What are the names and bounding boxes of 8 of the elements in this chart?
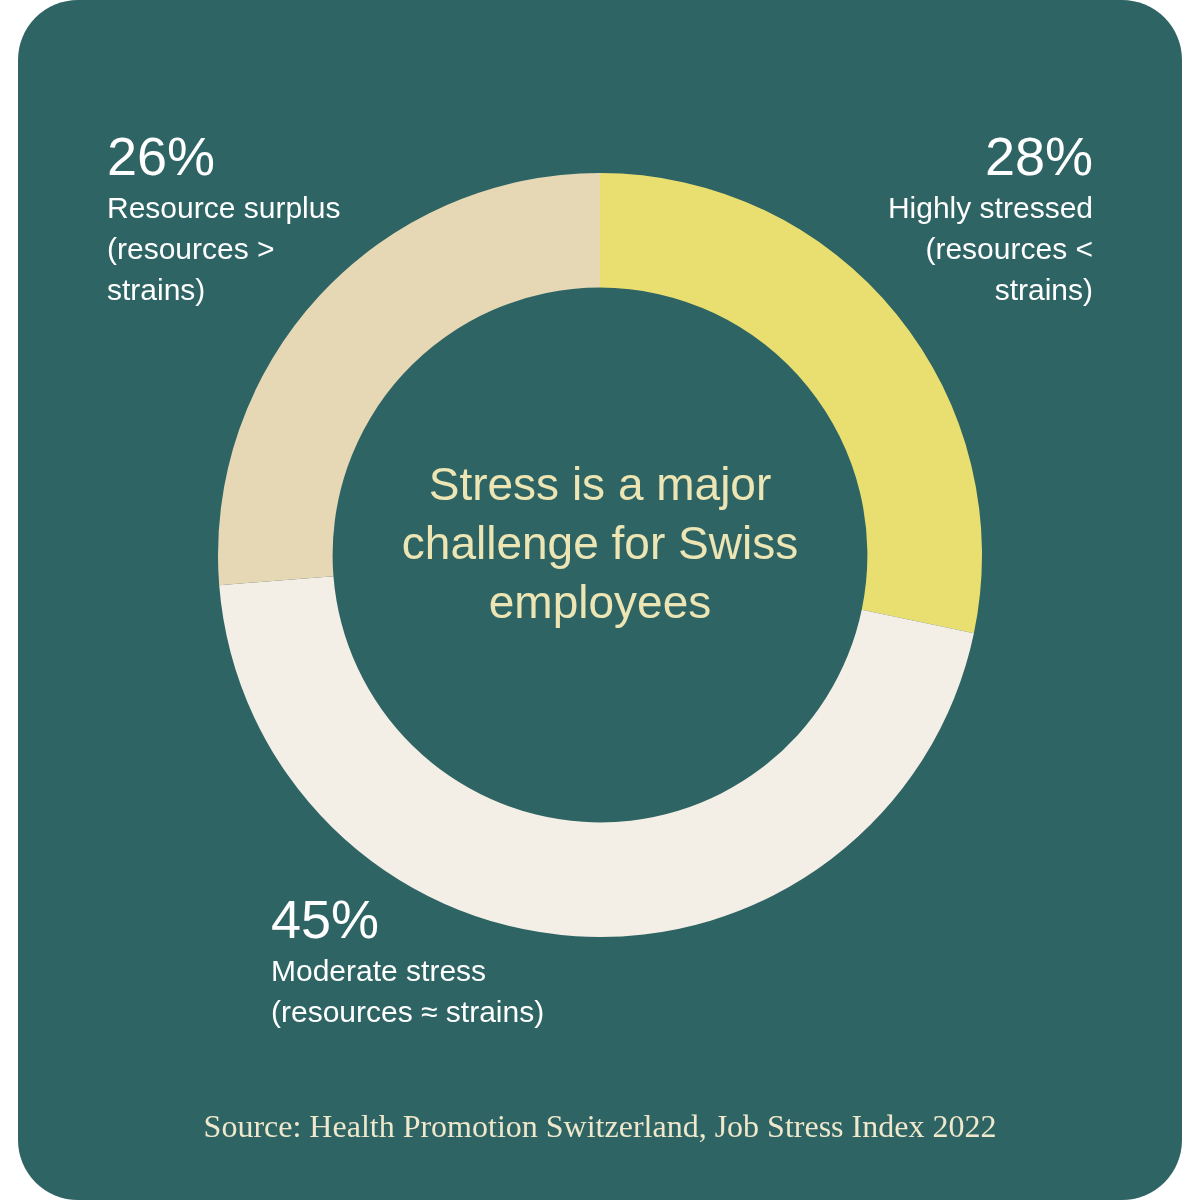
slice-label: Resource surplus (resources > strains) xyxy=(107,190,342,308)
data-label: 26% xyxy=(107,125,217,187)
data-label: 28% xyxy=(983,125,1093,187)
text: Stress is a major challenge for Swiss employees xyxy=(400,457,800,630)
slice-label: Moderate stress (resources ≈ strains) xyxy=(271,953,546,1030)
source-note: Source: Health Promotion Switzerland, Job Stress Index 2022 xyxy=(202,1108,998,1145)
slice-label: Highly stressed (resources < strains) xyxy=(886,190,1093,308)
data-label: 45% xyxy=(271,888,381,950)
